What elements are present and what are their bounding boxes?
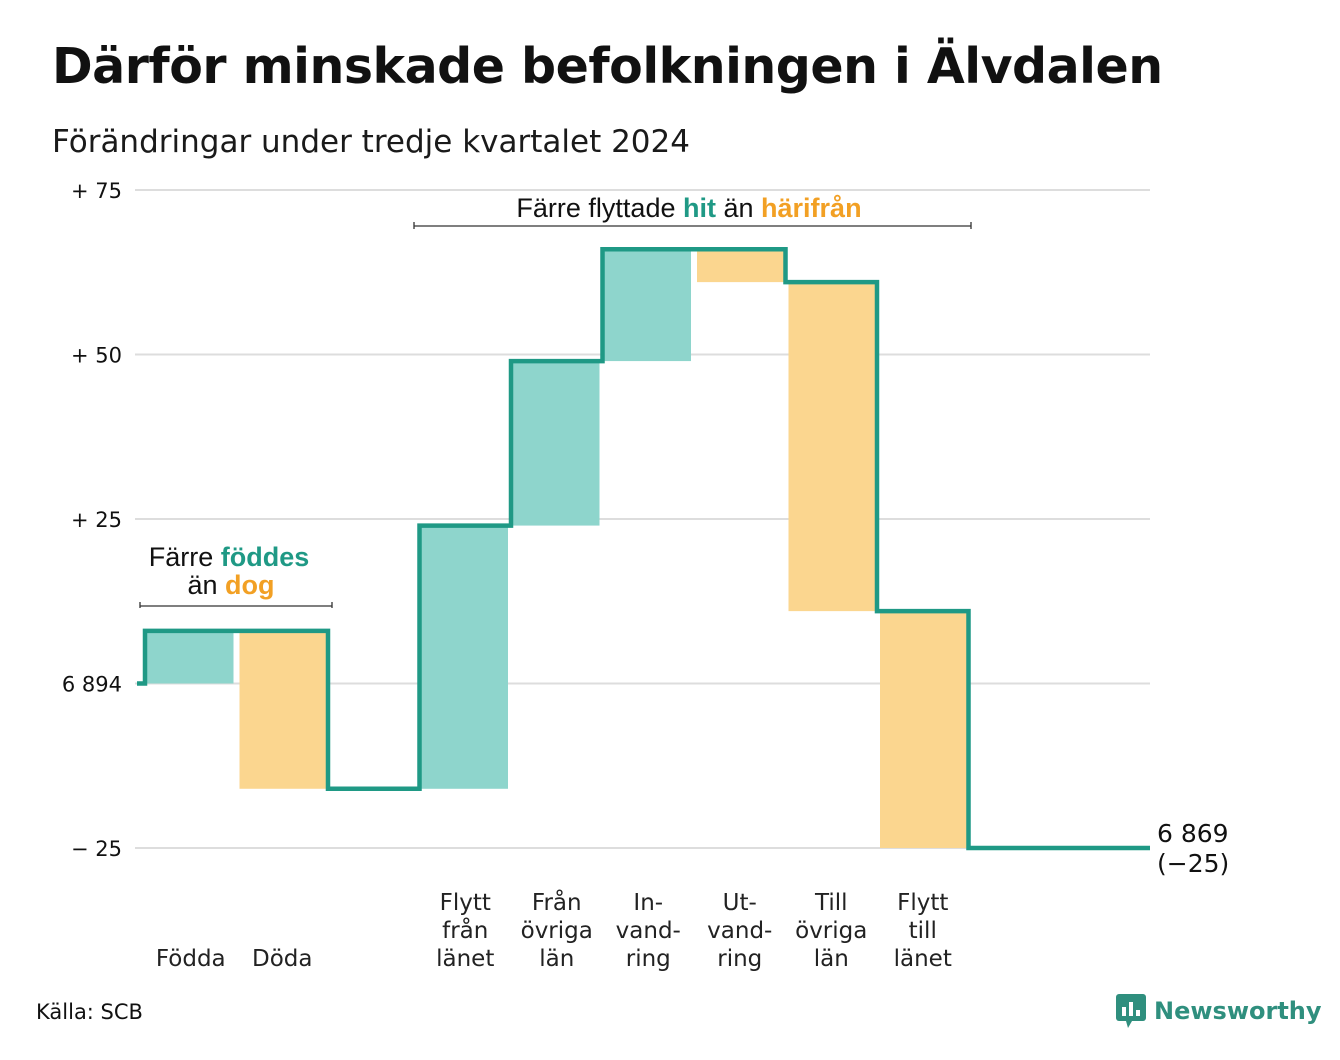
x-category-label: övriga bbox=[521, 918, 593, 944]
births-annotation-line2: än dog bbox=[187, 570, 274, 600]
x-category-label: Födda bbox=[156, 946, 226, 972]
x-category-label: Döda bbox=[252, 946, 312, 972]
x-category-label: Ut- bbox=[723, 890, 757, 916]
x-category-label: län bbox=[814, 946, 849, 972]
increase-bar bbox=[511, 361, 600, 526]
x-category-label: Flytt bbox=[440, 890, 491, 916]
x-category-label: vand- bbox=[616, 918, 681, 944]
x-category-label: ring bbox=[717, 946, 762, 972]
y-tick-label: + 25 bbox=[71, 508, 122, 532]
chart-subtitle: Förändringar under tredje kvartalet 2024 bbox=[52, 124, 690, 160]
chat-bars-icon bbox=[1116, 994, 1146, 1028]
decrease-bar bbox=[788, 282, 877, 612]
increase-bar bbox=[602, 249, 691, 362]
y-tick-label: − 25 bbox=[71, 837, 122, 861]
brand-name: Newsworthy bbox=[1154, 997, 1322, 1025]
increase-bar bbox=[419, 525, 508, 789]
x-category-label: In- bbox=[633, 890, 663, 916]
end-value-label: 6 869 bbox=[1157, 819, 1229, 848]
x-category-label: Flytt bbox=[897, 890, 948, 916]
end-change-label: (−25) bbox=[1157, 849, 1229, 878]
decrease-bar bbox=[239, 630, 328, 789]
x-category-label: Från bbox=[532, 888, 582, 916]
x-category-label: ring bbox=[626, 946, 671, 972]
y-tick-label: + 50 bbox=[71, 344, 122, 368]
x-category-label: Till bbox=[814, 890, 848, 916]
x-category-label: vand- bbox=[707, 918, 772, 944]
migration-bracket bbox=[413, 222, 972, 229]
increase-bar bbox=[145, 630, 234, 684]
chart-title: Därför minskade befolkningen i Älvdalen bbox=[52, 38, 1163, 95]
newsworthy-logo[interactable]: Newsworthy bbox=[1116, 993, 1322, 1029]
decrease-bar bbox=[697, 249, 786, 283]
x-category-label: övriga bbox=[795, 918, 867, 944]
x-category-label: från bbox=[442, 916, 488, 944]
y-tick-label: 6 894 bbox=[62, 673, 122, 697]
cumulative-step-line bbox=[137, 246, 1150, 851]
births-annotation-line1: Färre föddes bbox=[149, 542, 310, 572]
decrease-bar bbox=[880, 611, 969, 848]
source-note: Källa: SCB bbox=[36, 1000, 143, 1024]
y-tick-label: + 75 bbox=[71, 179, 122, 203]
x-category-label: län bbox=[539, 946, 574, 972]
x-category-label: till bbox=[909, 918, 937, 944]
x-category-label: länet bbox=[436, 946, 494, 972]
x-category-label: länet bbox=[894, 946, 952, 972]
migration-annotation: Färre flyttade hit än härifrån bbox=[516, 193, 861, 223]
births-bracket bbox=[139, 602, 333, 608]
